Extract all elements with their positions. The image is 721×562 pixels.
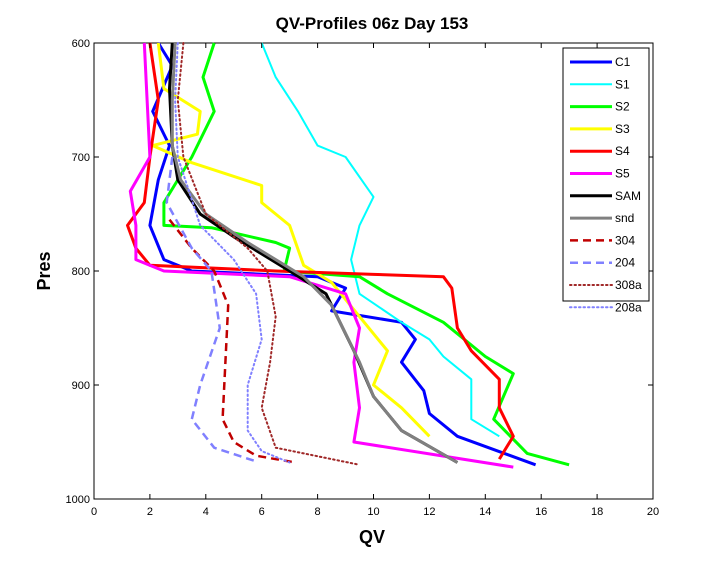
- x-tick-label: 6: [259, 506, 265, 518]
- series-line-snd: [170, 42, 459, 464]
- y-tick-label: 1000: [66, 494, 90, 506]
- chart-title: QV-Profiles 06z Day 153: [276, 14, 469, 33]
- y-tick-label: 900: [72, 380, 90, 392]
- legend-label-204: 204: [615, 256, 635, 270]
- legend-label-c1: C1: [615, 55, 631, 69]
- y-tick-label: 700: [72, 152, 90, 164]
- series-line-s1: [260, 42, 500, 438]
- series-line-s4: [126, 42, 515, 460]
- legend-label-s5: S5: [615, 167, 630, 181]
- legend-label-s4: S4: [615, 144, 630, 158]
- x-tick-label: 8: [315, 506, 321, 518]
- legend-label-snd: snd: [615, 211, 634, 225]
- legend: C1 S1 S2 S3 S4 S5 SAM snd 304 204 308a 208a: [562, 47, 650, 314]
- y-axis-label: Pres: [34, 251, 54, 290]
- series-layer: [126, 42, 570, 469]
- legend-label-s2: S2: [615, 100, 630, 114]
- x-axis-ticks: 0 2 4 6 8 10 12 14 16 18 20: [91, 43, 659, 518]
- series-line-204: [165, 156, 257, 463]
- x-tick-label: 18: [591, 506, 603, 518]
- x-tick-label: 0: [91, 506, 97, 518]
- legend-label-sam: SAM: [615, 189, 641, 203]
- x-tick-label: 16: [535, 506, 547, 518]
- y-axis-ticks: 600 700 800 900 1000: [66, 38, 653, 506]
- x-tick-label: 14: [479, 506, 491, 518]
- x-tick-label: 2: [147, 506, 153, 518]
- series-line-208a: [174, 42, 291, 464]
- plot-area: 0 2 4 6 8 10 12 14 16 18 20 600 700 800 900 1000: [66, 38, 660, 518]
- x-tick-label: 20: [647, 506, 659, 518]
- x-axis-label: QV: [359, 527, 385, 547]
- x-tick-label: 10: [367, 506, 379, 518]
- y-tick-label: 800: [72, 266, 90, 278]
- series-line-s5: [128, 42, 514, 469]
- x-tick-label: 4: [203, 506, 209, 518]
- legend-label-208a: 208a: [615, 300, 642, 314]
- series-line-s3: [151, 42, 431, 438]
- legend-label-308a: 308a: [615, 278, 642, 292]
- x-tick-label: 12: [423, 506, 435, 518]
- series-line-308a: [176, 42, 361, 466]
- series-line-s2: [162, 42, 570, 467]
- legend-label-304: 304: [615, 233, 635, 247]
- legend-label-s1: S1: [615, 77, 630, 91]
- legend-label-s3: S3: [615, 122, 630, 136]
- y-tick-label: 600: [72, 38, 90, 50]
